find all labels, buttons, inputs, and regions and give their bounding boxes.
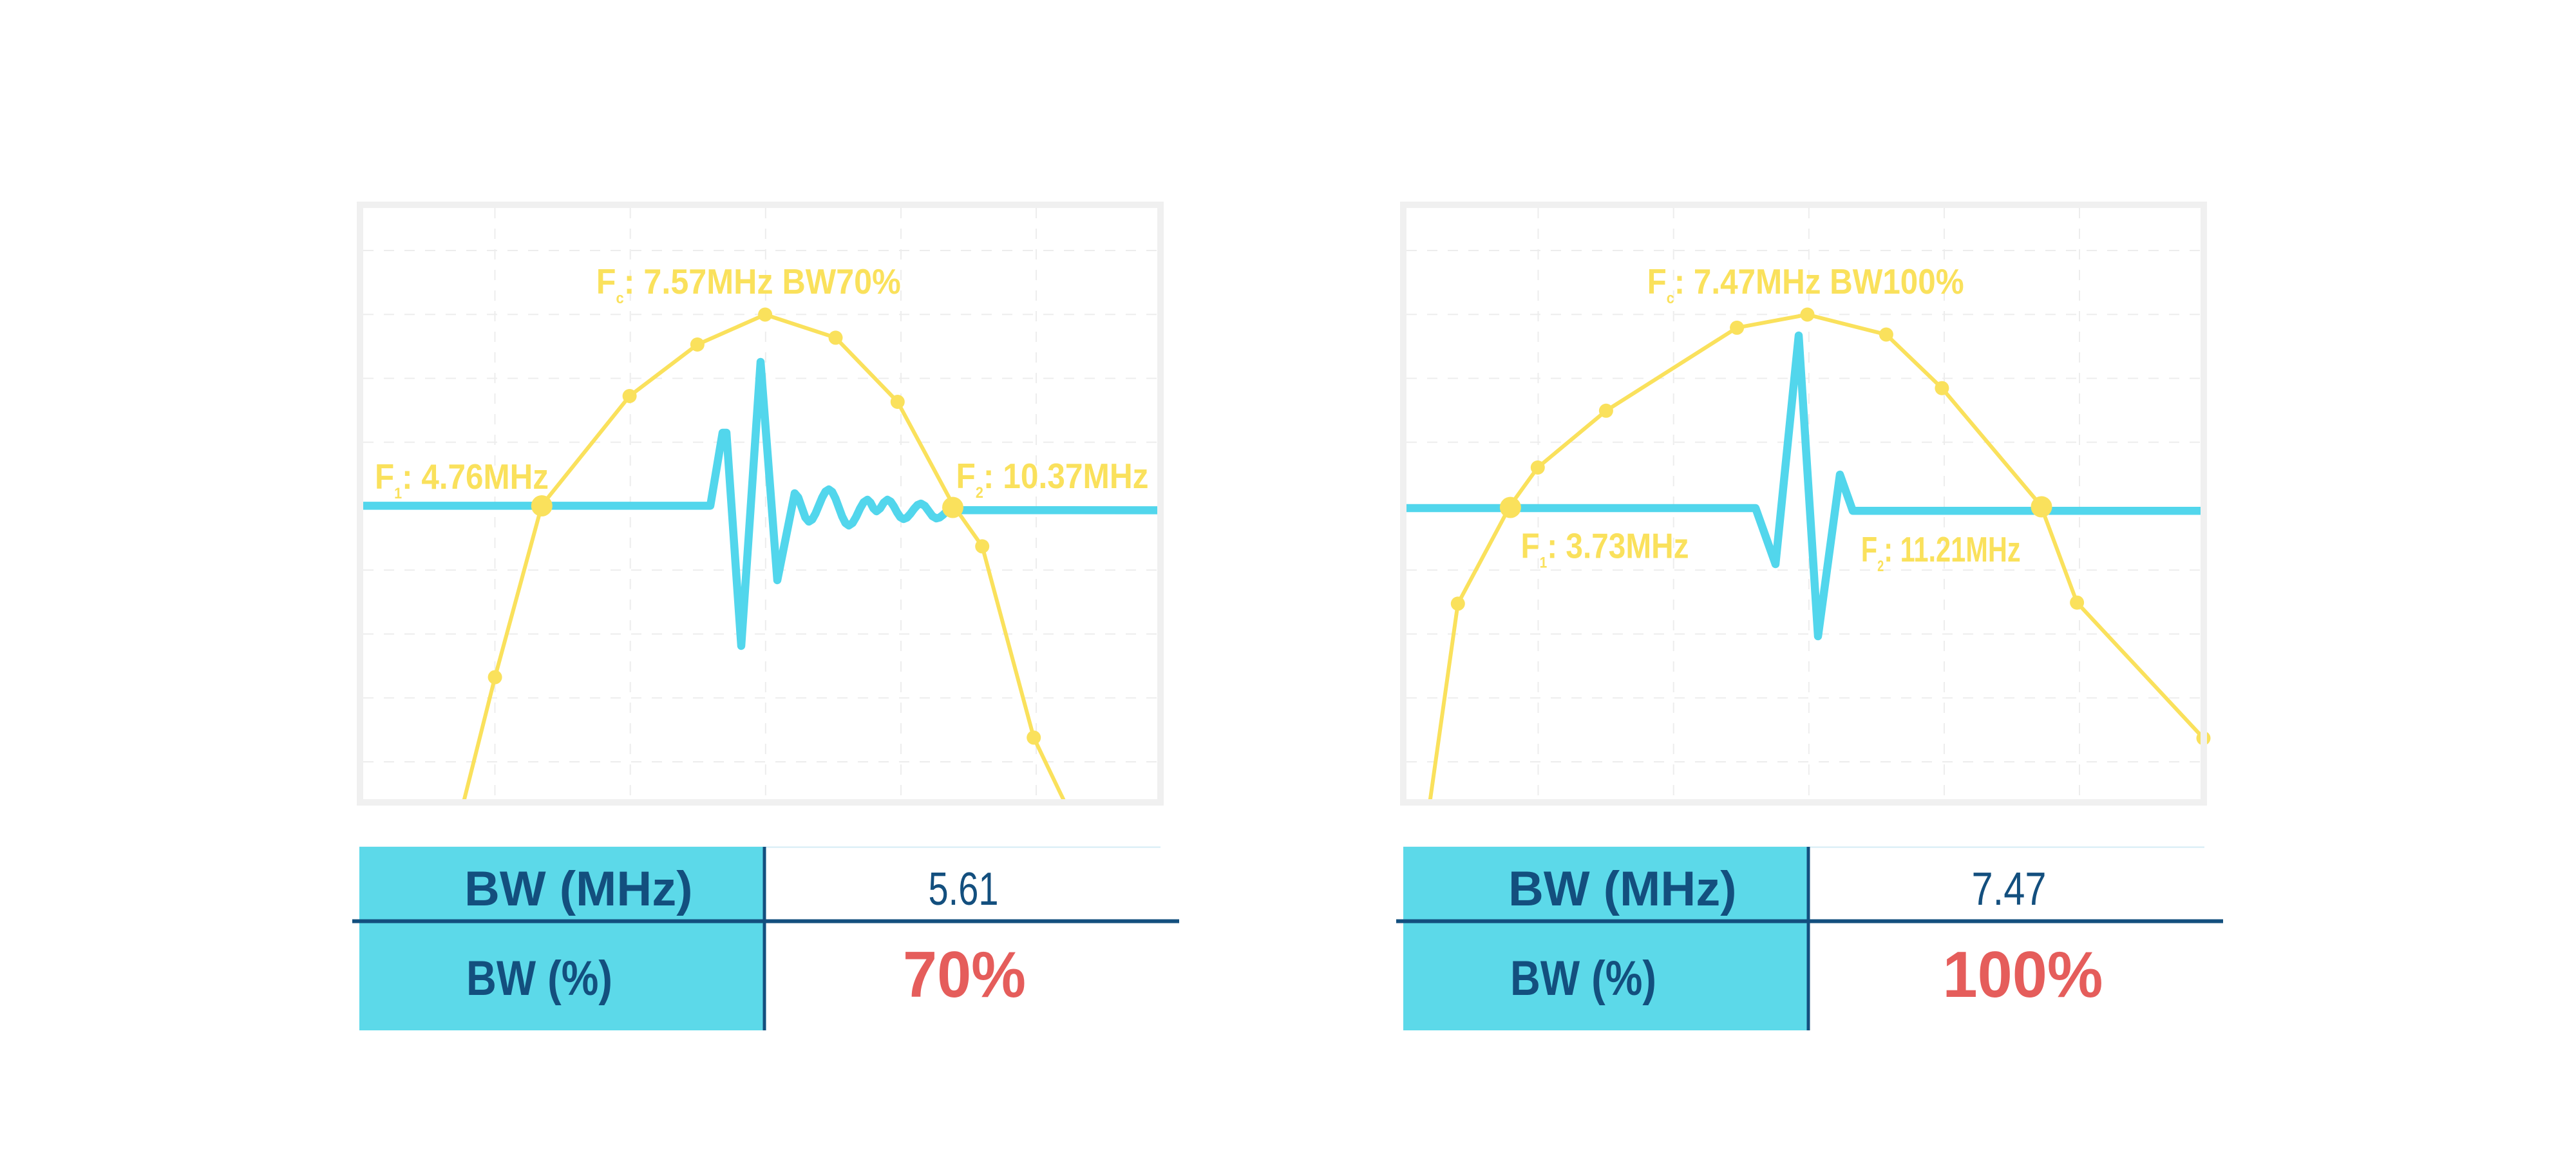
svg-text:BW (MHz): BW (MHz) [1508, 862, 1737, 916]
svg-text:70%: 70% [903, 939, 1026, 1011]
svg-text:Fc: 7.57MHz BW70%: Fc: 7.57MHz BW70% [596, 261, 901, 307]
svg-text:Fc: 7.47MHz BW100%: Fc: 7.47MHz BW100% [1647, 261, 1964, 307]
svg-text:100%: 100% [1943, 939, 2103, 1011]
svg-text:F1: 3.73MHz: F1: 3.73MHz [1521, 526, 1689, 572]
svg-text:F2: 11.21MHz: F2: 11.21MHz [1861, 529, 2021, 575]
svg-text:BW (%): BW (%) [466, 951, 612, 1006]
svg-text:5.61: 5.61 [929, 864, 999, 915]
svg-text:BW (%): BW (%) [1510, 951, 1656, 1006]
svg-text:F1: 4.76MHz: F1: 4.76MHz [375, 457, 549, 502]
svg-text:F2: 10.37MHz: F2: 10.37MHz [956, 456, 1149, 502]
svg-text:7.47: 7.47 [1972, 864, 2047, 915]
svg-text:BW (MHz): BW (MHz) [464, 862, 693, 916]
